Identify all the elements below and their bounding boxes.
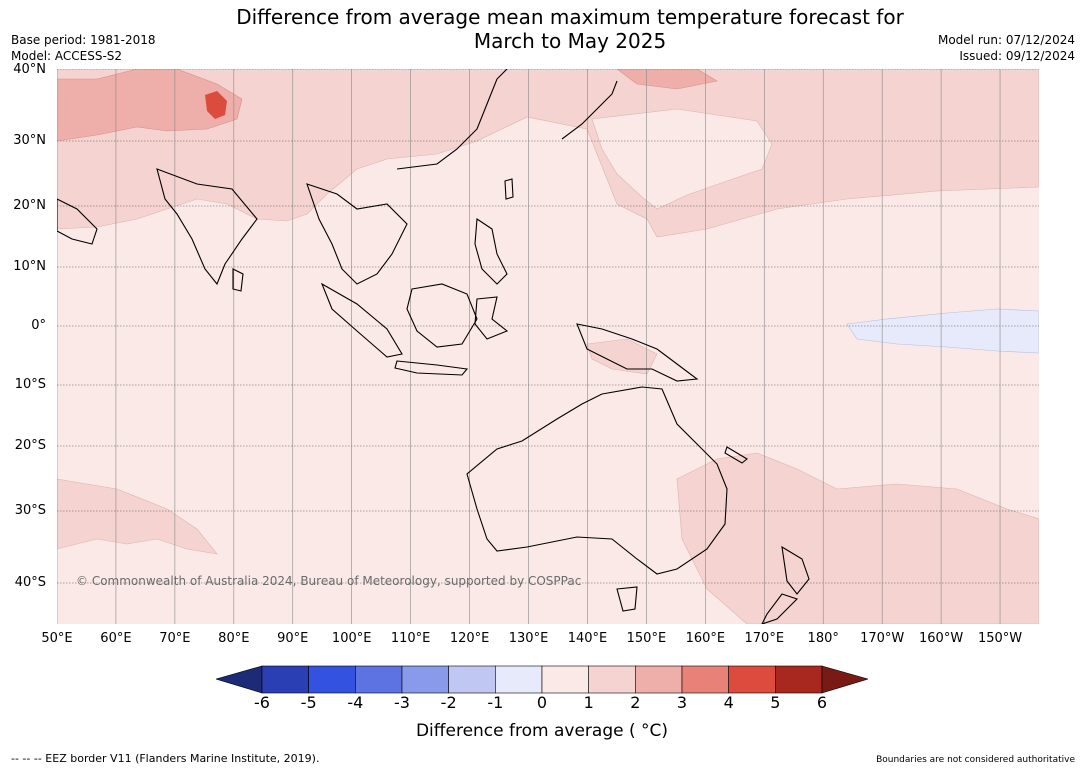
map-title: Difference from average mean maximum tem…	[160, 5, 980, 53]
coast-japan	[561, 80, 618, 140]
lon-label: 100°E	[331, 631, 372, 646]
colorbar-tick-label: -1	[487, 693, 504, 712]
lon-label: 170°E	[744, 631, 785, 646]
meta-left: Base period: 1981-2018 Model: ACCESS-S2	[11, 32, 156, 64]
colorbar-tick-label: -2	[440, 693, 457, 712]
coast-arabia	[57, 198, 98, 245]
colorbar-tick-label: 3	[676, 693, 688, 712]
anomaly-region-new-guinea	[586, 338, 658, 375]
lon-label: 70°E	[159, 631, 191, 646]
coast-indochina	[306, 183, 408, 285]
copyright-notice: © Commonwealth of Australia 2024, Bureau…	[76, 574, 582, 588]
colorbar-segment	[635, 665, 683, 694]
coast-new-zealand-north	[781, 545, 810, 595]
colorbar-segment	[401, 665, 449, 694]
colorbar-segment	[541, 665, 589, 694]
colorbar	[216, 665, 868, 694]
lon-label: 150°E	[626, 631, 667, 646]
colorbar-tick-label: 2	[630, 693, 641, 712]
colorbar-tick-label: 4	[723, 693, 734, 712]
eez-legend: -- -- -- EEZ border V11 (Flanders Marine…	[11, 752, 320, 765]
colorbar-tick-label: -6	[254, 693, 270, 712]
lat-label-20s: 20°S	[14, 438, 46, 453]
lat-label-40s: 40°S	[14, 575, 46, 590]
lon-label: 130°E	[508, 631, 549, 646]
coast-australia	[466, 386, 728, 575]
title-line-2: March to May 2025	[473, 29, 667, 53]
lat-label-equator: 0°	[31, 318, 46, 333]
coast-new-zealand-south	[761, 593, 799, 624]
colorbar-segment	[588, 665, 636, 694]
coast-new-caledonia	[724, 446, 748, 464]
lon-label: 50°E	[41, 631, 73, 646]
base-period: Base period: 1981-2018	[11, 33, 156, 47]
colorbar-segment	[728, 665, 776, 694]
coast-tasmania	[616, 586, 638, 612]
colorbar-under-arrow	[216, 665, 263, 694]
anomaly-region-east-asia	[616, 69, 718, 90]
lat-label-10s: 10°S	[14, 377, 46, 392]
lon-label: 150°W	[977, 631, 1023, 646]
anomaly-region-himalaya	[57, 69, 243, 142]
colorbar-tick-label: 6	[816, 693, 828, 712]
lon-label: 80°E	[218, 631, 250, 646]
colorbar-tick-label: 0	[536, 693, 548, 712]
colorbar-over-arrow	[821, 665, 868, 694]
model-name: Model: ACCESS-S2	[11, 49, 123, 63]
model-run: Model run: 07/12/2024	[937, 33, 1075, 47]
coast-philippines	[474, 218, 508, 285]
colorbar-tick-label: 1	[583, 693, 594, 712]
anomaly-region-south-indian	[57, 478, 218, 555]
title-line-1: Difference from average mean maximum tem…	[236, 5, 904, 29]
coast-east-asia	[396, 69, 508, 170]
lat-label-30s: 30°S	[14, 503, 46, 518]
lon-label: 60°E	[100, 631, 132, 646]
colorbar-tick-label: -5	[300, 693, 317, 712]
lon-label: 90°E	[277, 631, 309, 646]
colorbar-tick-label: -4	[347, 693, 364, 712]
colorbar-tick-label: -3	[394, 693, 410, 712]
lon-label: 140°E	[567, 631, 608, 646]
colorbar-segment	[261, 665, 309, 694]
anomaly-region-north-asia	[57, 69, 1039, 238]
lon-label: 170°W	[860, 631, 905, 646]
colorbar-segment	[495, 665, 543, 694]
lat-label-40n: 40°N	[13, 62, 46, 77]
graticule	[57, 69, 1039, 624]
issued-date: Issued: 09/12/2024	[959, 49, 1075, 63]
anomaly-region-central-pacific	[591, 108, 773, 210]
colorbar-segment	[355, 665, 403, 694]
coast-sri-lanka	[232, 268, 244, 292]
colorbar-segment	[681, 665, 729, 694]
coast-sulawesi	[474, 296, 509, 340]
lon-label: 180°	[807, 631, 839, 646]
colorbar-segment	[308, 665, 356, 694]
coast-borneo	[406, 283, 478, 348]
temperature-anomaly-map	[57, 69, 1039, 624]
anomaly-region-tasman	[676, 452, 1039, 624]
lat-label-30n: 30°N	[13, 133, 46, 148]
boundary-disclaimer: Boundaries are not considered authoritat…	[876, 755, 1075, 765]
colorbar-segment	[775, 665, 823, 694]
anomaly-region-hotspot	[205, 91, 227, 119]
anomaly-region-equatorial-pacific	[846, 308, 1039, 354]
coast-taiwan	[504, 178, 514, 200]
lat-label-20n: 20°N	[13, 198, 46, 213]
colorbar-segment	[448, 665, 496, 694]
lon-label: 160°E	[685, 631, 726, 646]
lon-label: 120°E	[449, 631, 490, 646]
colorbar-label: Difference from average ( °C)	[415, 721, 669, 741]
coastlines	[57, 69, 810, 624]
coast-india	[156, 168, 258, 286]
lat-label-10n: 10°N	[13, 259, 46, 274]
lon-label: 160°W	[919, 631, 964, 646]
colorbar-tick-label: 5	[770, 693, 781, 712]
coast-new-guinea	[576, 323, 699, 382]
meta-right: Model run: 07/12/2024 Issued: 09/12/2024	[938, 32, 1075, 64]
coast-java	[394, 360, 469, 376]
coast-sumatra	[320, 282, 403, 358]
lon-label: 110°E	[390, 631, 431, 646]
